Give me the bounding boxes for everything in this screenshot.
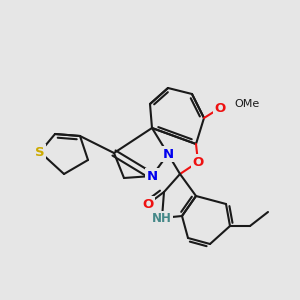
Text: S: S [35, 146, 45, 158]
Text: O: O [214, 101, 226, 115]
Text: NH: NH [152, 212, 172, 224]
Text: O: O [142, 197, 154, 211]
Text: O: O [192, 155, 204, 169]
Text: OMe: OMe [234, 99, 259, 109]
Text: N: N [146, 169, 158, 182]
Text: N: N [162, 148, 174, 160]
